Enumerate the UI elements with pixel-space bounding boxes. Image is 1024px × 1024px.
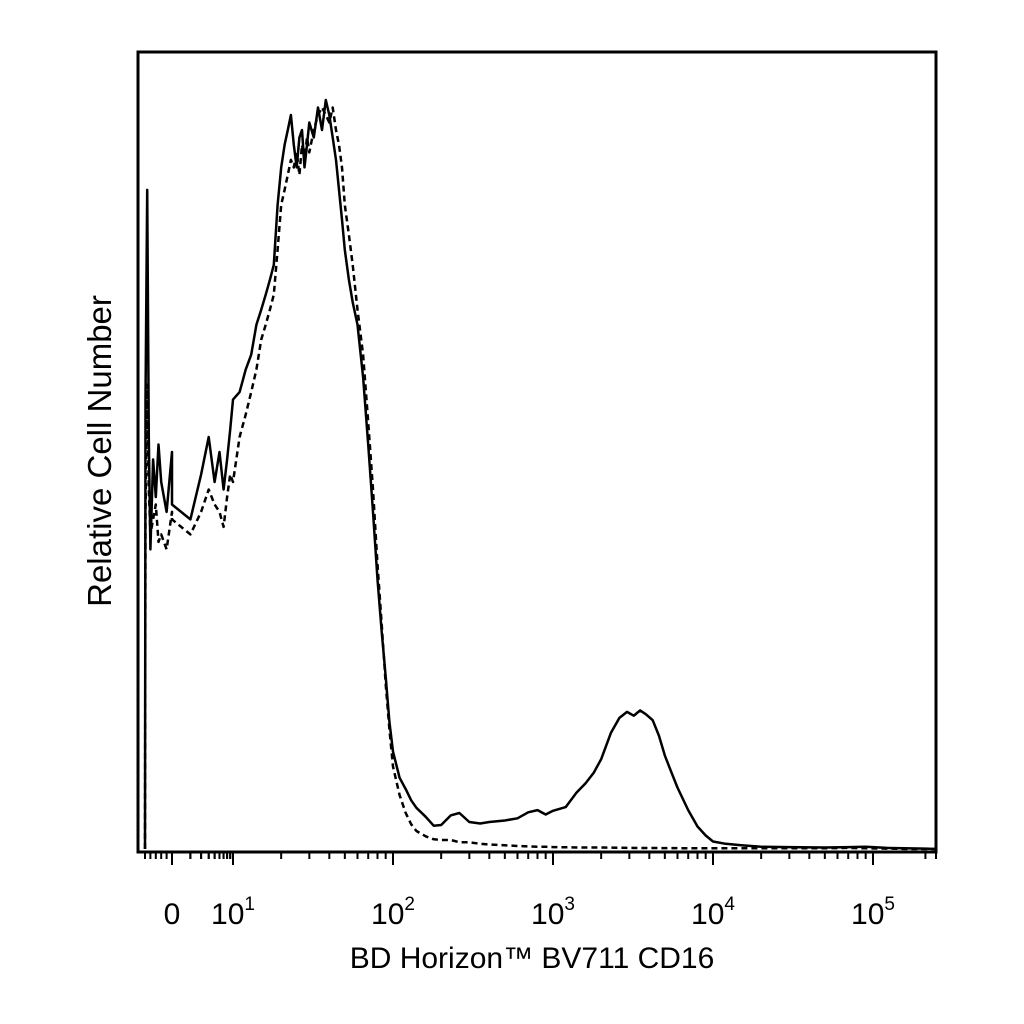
y-axis-title: Relative Cell Number [81, 295, 118, 607]
x-tick-label: 103 [531, 894, 575, 931]
x-axis-title: BD Horizon™ BV711 CD16 [350, 942, 715, 975]
x-tick-label: 102 [371, 894, 415, 931]
x-tick-label: 101 [211, 894, 255, 931]
x-tick-labels: 0 101 102 103 104 105 [164, 894, 895, 931]
x-tick-label: 105 [851, 894, 895, 931]
x-tick-label: 104 [691, 894, 735, 931]
series-layer [143, 98, 937, 851]
series-line-dashed [143, 106, 936, 851]
plot-frame [136, 50, 938, 854]
series-line-solid [143, 98, 937, 851]
x-tick-label: 0 [164, 898, 181, 931]
x-axis-ticks [144, 852, 937, 865]
